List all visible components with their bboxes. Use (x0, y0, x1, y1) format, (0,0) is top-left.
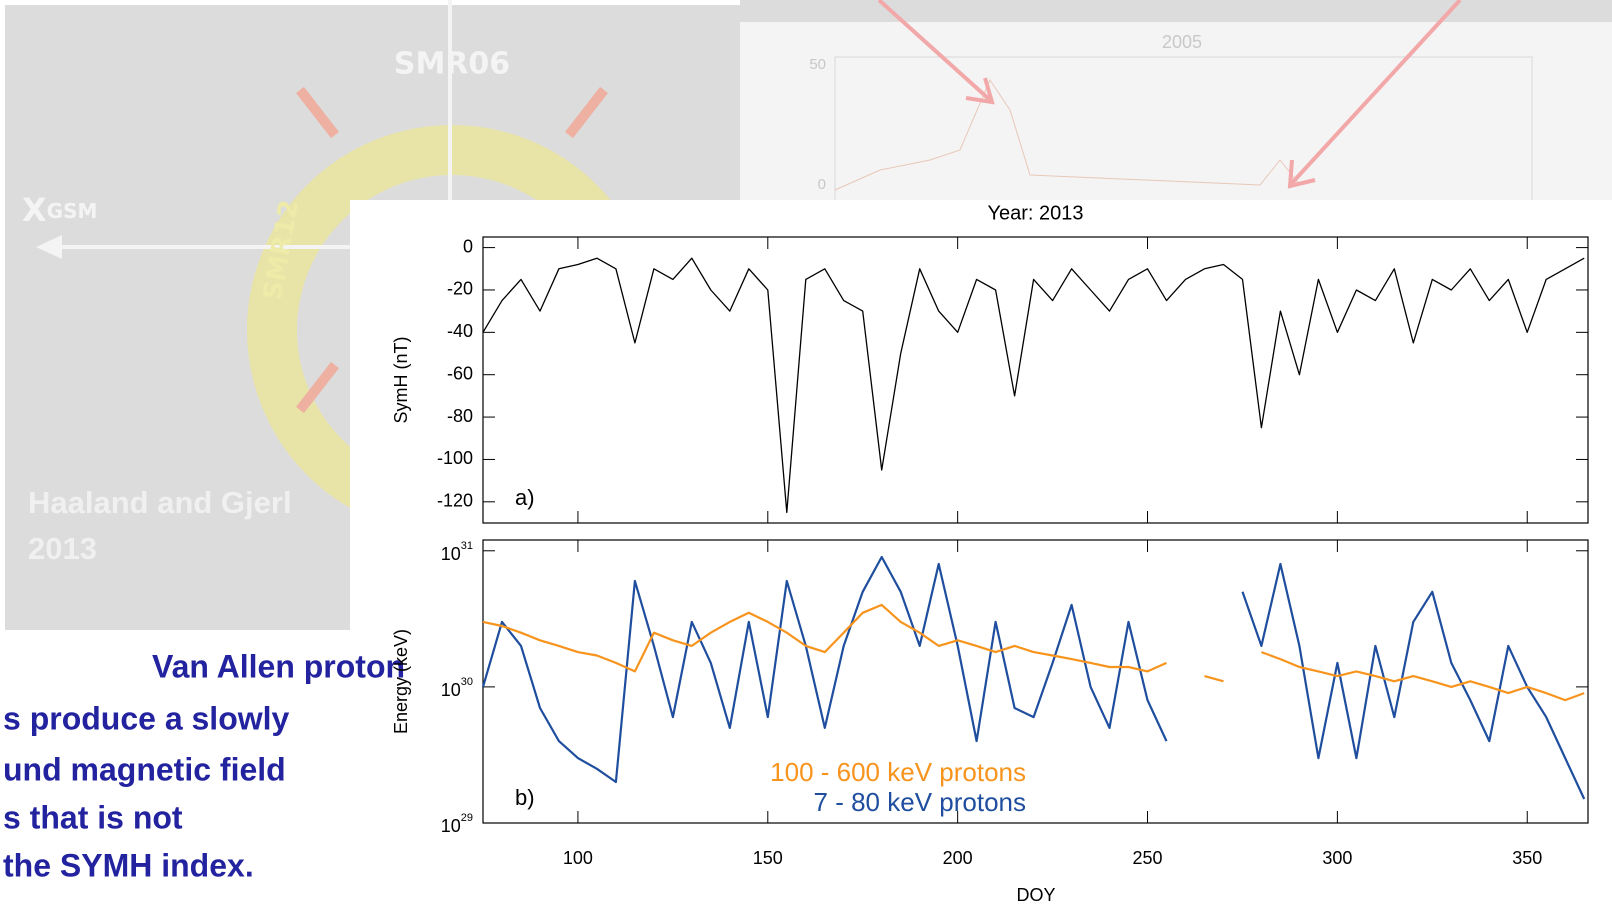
plot-frame (482, 539, 1589, 824)
arrow (1290, 0, 1462, 185)
y-tick-exponent: 31 (461, 540, 473, 552)
y-tick-label: -80 (447, 406, 473, 426)
x-tick-label: 350 (1512, 848, 1542, 868)
legend-label: 100 - 600 keV protons (770, 757, 1026, 787)
background-chart-tick: 50 (809, 56, 826, 73)
ring-marker (296, 86, 339, 139)
data-line (482, 257, 1585, 514)
slide-text: Van Allen proton (152, 648, 405, 684)
citation: Haaland and Gjerl (28, 485, 292, 520)
slide-text: the SYMH index. (3, 847, 254, 883)
panel-label: a) (515, 485, 535, 510)
x-tick-label: 150 (753, 848, 783, 868)
axis-arrow (36, 235, 62, 259)
panel-label: b) (515, 785, 535, 810)
y-tick-label: -40 (447, 321, 473, 341)
axis-label: XGSM (22, 191, 97, 229)
y-tick-label: 1029 (441, 812, 473, 836)
axis-label-main: X (22, 191, 47, 229)
y-tick-exponent: 29 (461, 812, 473, 824)
chart-title: Year: 2013 (987, 202, 1083, 224)
x-tick-label: 300 (1322, 848, 1352, 868)
y-tick-label: -100 (437, 448, 473, 468)
y-tick-label: -60 (447, 363, 473, 383)
diagram-label: SMR06 (394, 47, 510, 82)
y-tick-base: 10 (441, 544, 461, 564)
slide-text: und magnetic field (3, 751, 286, 787)
background-chart-line (834, 78, 1301, 191)
background-chart-title: 2005 (1162, 32, 1202, 52)
data-line (482, 603, 1585, 702)
slide-text: s produce a slowly (3, 700, 290, 736)
y-tick-label: 1030 (441, 676, 473, 700)
y-tick-label: -20 (447, 279, 473, 299)
y-tick-exponent: 30 (461, 676, 473, 688)
arrow-head (1287, 159, 1316, 189)
arrow-head (965, 77, 995, 105)
y-tick-base: 10 (441, 816, 461, 836)
x-axis-label: DOY (1016, 885, 1055, 905)
background-chart-area (740, 22, 1612, 202)
citation: 2013 (28, 531, 97, 566)
x-tick-label: 100 (563, 848, 593, 868)
ring-marker (296, 361, 339, 414)
y-axis-label: SymH (nT) (391, 337, 411, 424)
y-axis-label: Energy (keV) (391, 629, 411, 734)
arrow (877, 0, 992, 102)
background-chart-tick: 0 (818, 176, 826, 193)
axis-label-subscript: GSM (47, 199, 98, 223)
y-tick-label: 0 (463, 236, 473, 256)
y-tick-label: -120 (437, 491, 473, 511)
x-tick-label: 250 (1132, 848, 1162, 868)
slide-text: s that is not (3, 799, 183, 835)
chart-panel (350, 200, 1612, 911)
legend-label: 7 - 80 keV protons (814, 787, 1026, 817)
y-tick-base: 10 (441, 680, 461, 700)
x-tick-label: 200 (943, 848, 973, 868)
ring-marker (565, 86, 608, 139)
plot-frame (482, 236, 1589, 524)
y-tick-label: 1031 (441, 540, 473, 564)
